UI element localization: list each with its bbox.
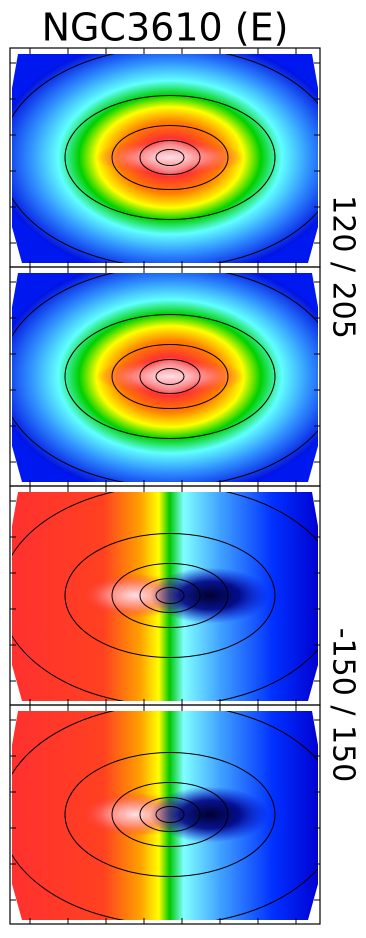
isophote-contour [64,533,276,658]
panel-label: 120 / 205 [326,195,361,339]
isophote-contour [155,149,185,166]
figure-title: NGC3610 (E) [42,6,289,50]
isophote-contour [64,752,276,877]
panel-label: -150 / 150 [326,628,361,783]
isophote-contour [139,140,201,175]
isophote-contour [64,314,276,439]
isophote-contour [64,95,276,220]
map-core [150,567,270,624]
isophote-contour [111,125,229,190]
map-core [95,358,245,395]
isophote-contour [139,359,201,394]
map-core [150,786,270,843]
isophote-contour [155,806,185,823]
isophote-contour [139,797,201,832]
isophote-contour [155,587,185,604]
map-panel [12,711,318,920]
map-panel [12,492,318,701]
map-panel [12,273,318,482]
isophote-contour [111,563,229,628]
isophote-contour [111,782,229,847]
map-core [95,139,245,176]
isophote-contour [111,344,229,409]
map-panel [12,54,318,263]
isophote-contour [139,578,201,613]
isophote-contour [155,368,185,385]
panel-frame [9,704,321,925]
